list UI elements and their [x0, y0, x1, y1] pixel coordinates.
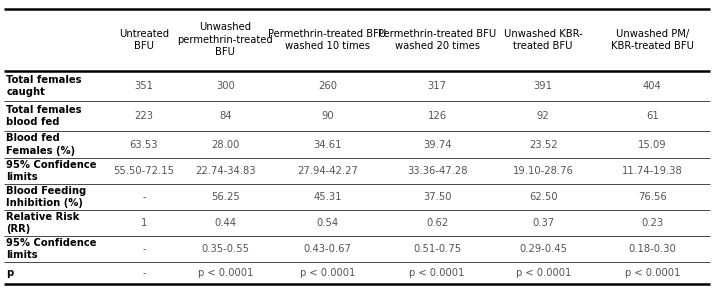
Text: 33.36-47.28: 33.36-47.28 [407, 166, 467, 176]
Text: Relative Risk
(RR): Relative Risk (RR) [6, 212, 80, 234]
Text: 404: 404 [643, 81, 662, 91]
Text: Permethrin-treated BFU
washed 20 times: Permethrin-treated BFU washed 20 times [378, 29, 496, 51]
Text: p < 0.0001: p < 0.0001 [410, 268, 464, 278]
Text: Unwashed KBR-
treated BFU: Unwashed KBR- treated BFU [504, 29, 582, 51]
Text: 90: 90 [321, 111, 334, 121]
Text: 45.31: 45.31 [313, 192, 342, 202]
Text: 92: 92 [537, 111, 549, 121]
Text: 0.54: 0.54 [317, 218, 338, 228]
Text: 317: 317 [428, 81, 446, 91]
Text: 351: 351 [135, 81, 153, 91]
Text: 23.52: 23.52 [529, 139, 557, 150]
Text: 76.56: 76.56 [638, 192, 667, 202]
Text: 22.74-34.83: 22.74-34.83 [195, 166, 256, 176]
Text: p: p [6, 268, 14, 278]
Text: 95% Confidence
limits: 95% Confidence limits [6, 238, 97, 260]
Text: 62.50: 62.50 [529, 192, 557, 202]
Text: 1: 1 [141, 218, 147, 228]
Text: Permethrin-treated BFU
washed 10 times: Permethrin-treated BFU washed 10 times [269, 29, 387, 51]
Text: 260: 260 [318, 81, 337, 91]
Text: 19.10-28.76: 19.10-28.76 [513, 166, 574, 176]
Text: -: - [142, 244, 146, 254]
Text: 27.94-42.27: 27.94-42.27 [297, 166, 358, 176]
Text: 56.25: 56.25 [211, 192, 240, 202]
Text: 0.23: 0.23 [642, 218, 663, 228]
Text: Unwashed
permethrin-treated
BFU: Unwashed permethrin-treated BFU [178, 23, 273, 57]
Text: p < 0.0001: p < 0.0001 [300, 268, 355, 278]
Text: 63.53: 63.53 [130, 139, 158, 150]
Text: -: - [142, 268, 146, 278]
Text: 0.37: 0.37 [532, 218, 554, 228]
Text: p < 0.0001: p < 0.0001 [516, 268, 571, 278]
Text: 28.00: 28.00 [211, 139, 240, 150]
Text: Total females
blood fed: Total females blood fed [6, 105, 82, 127]
Text: 0.44: 0.44 [215, 218, 236, 228]
Text: p < 0.0001: p < 0.0001 [198, 268, 253, 278]
Text: 391: 391 [534, 81, 553, 91]
Text: 126: 126 [428, 111, 446, 121]
Text: p < 0.0001: p < 0.0001 [625, 268, 680, 278]
Text: Untreated
BFU: Untreated BFU [119, 29, 169, 51]
Text: 0.62: 0.62 [426, 218, 448, 228]
Text: 0.35-0.55: 0.35-0.55 [202, 244, 249, 254]
Text: 95% Confidence
limits: 95% Confidence limits [6, 160, 97, 182]
Text: 34.61: 34.61 [313, 139, 342, 150]
Text: Blood Feeding
Inhibition (%): Blood Feeding Inhibition (%) [6, 186, 86, 208]
Text: 0.51-0.75: 0.51-0.75 [413, 244, 461, 254]
Text: 55.50-72.15: 55.50-72.15 [114, 166, 174, 176]
Text: 0.18-0.30: 0.18-0.30 [629, 244, 676, 254]
Text: 300: 300 [216, 81, 235, 91]
Text: 39.74: 39.74 [423, 139, 451, 150]
Text: 0.43-0.67: 0.43-0.67 [304, 244, 351, 254]
Text: Unwashed PM/
KBR-treated BFU: Unwashed PM/ KBR-treated BFU [611, 29, 694, 51]
Text: -: - [142, 192, 146, 202]
Text: 11.74-19.38: 11.74-19.38 [622, 166, 683, 176]
Text: 61: 61 [646, 111, 659, 121]
Text: 15.09: 15.09 [638, 139, 667, 150]
Text: 0.29-0.45: 0.29-0.45 [519, 244, 567, 254]
Text: Blood fed
Females (%): Blood fed Females (%) [6, 133, 76, 156]
Text: Total females
caught: Total females caught [6, 75, 82, 97]
Text: 37.50: 37.50 [423, 192, 451, 202]
Text: 84: 84 [219, 111, 232, 121]
Text: 223: 223 [135, 111, 153, 121]
